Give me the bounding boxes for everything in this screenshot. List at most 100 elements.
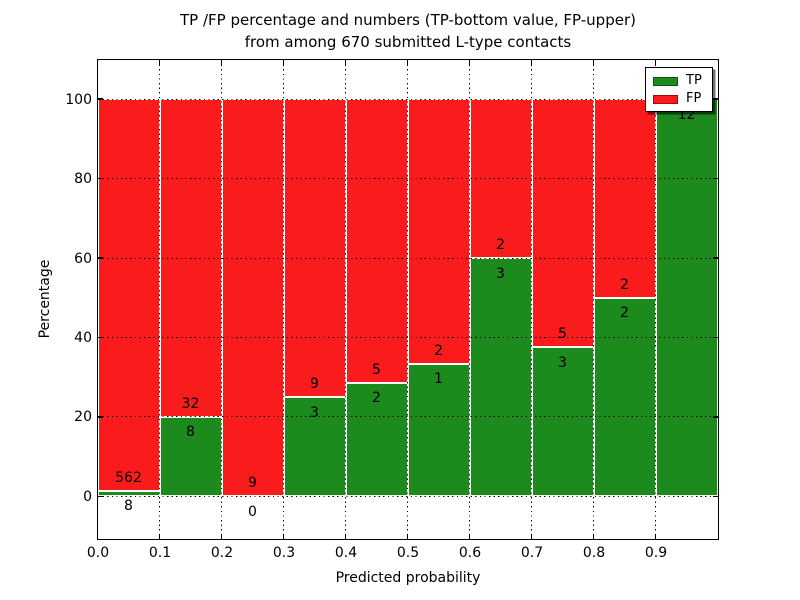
y-tick	[712, 257, 718, 259]
x-tick	[530, 59, 533, 65]
y-tick	[712, 336, 718, 339]
y-gridline	[97, 98, 718, 100]
y-gridline	[97, 178, 718, 180]
x-tick	[468, 59, 471, 65]
x-tick	[592, 533, 595, 539]
y-gridline	[97, 495, 718, 497]
y-tick	[97, 177, 103, 180]
x-tick	[654, 59, 657, 65]
bar-label-tp: 8	[186, 424, 195, 441]
x-tick	[406, 533, 409, 539]
bar-segment-fp	[531, 99, 594, 348]
x-tick	[530, 533, 533, 539]
x-gridline	[593, 59, 594, 539]
y-tick	[97, 98, 103, 100]
x-tick	[96, 533, 99, 539]
legend-row-fp: FP	[653, 90, 712, 108]
x-tick-label: 0.6	[458, 545, 482, 561]
x-tick	[220, 59, 223, 65]
x-tick	[344, 59, 347, 65]
bar-label-tp: 3	[496, 265, 505, 282]
x-tick	[158, 59, 161, 65]
x-gridline	[159, 59, 160, 539]
x-gridline	[531, 59, 532, 539]
bar-segment-fp	[97, 99, 160, 491]
bar-label-tp: 3	[310, 404, 319, 421]
bar-segment-fp	[283, 99, 346, 398]
y-tick	[712, 98, 718, 100]
bar-segment-tp	[407, 364, 470, 497]
y-tick	[97, 416, 103, 418]
x-tick	[468, 533, 471, 539]
x-tick	[96, 59, 99, 65]
legend-row-tp: TP	[653, 72, 712, 90]
x-tick-label: 0.1	[148, 545, 172, 561]
x-gridline	[469, 59, 470, 539]
x-tick-label: 0.0	[86, 545, 110, 561]
bar-label-fp: 5	[372, 361, 381, 378]
chart-title: TP /FP percentage and numbers (TP-bottom…	[98, 9, 718, 53]
x-gridline	[655, 59, 656, 539]
x-tick-label: 0.4	[334, 545, 358, 561]
y-tick-label: 100	[65, 91, 92, 108]
bar-label-tp: 2	[372, 390, 381, 407]
bar-label-fp: 9	[248, 475, 257, 492]
x-tick	[158, 533, 161, 539]
x-gridline	[407, 59, 408, 539]
x-tick	[220, 533, 223, 539]
y-tick-label: 80	[74, 171, 92, 188]
y-tick	[712, 416, 718, 418]
bar-segment-fp	[345, 99, 408, 383]
x-gridline	[283, 59, 284, 539]
bar-segment-tp	[593, 297, 656, 497]
x-tick	[344, 533, 347, 539]
y-tick	[712, 177, 718, 180]
chart-title-line2: from among 670 submitted L-type contacts	[244, 33, 572, 51]
bar-label-fp: 2	[620, 276, 629, 293]
x-tick	[282, 533, 285, 539]
tp-swatch-icon	[653, 76, 678, 86]
y-gridline	[97, 257, 718, 259]
bar-segment-fp	[407, 99, 470, 364]
bar-label-fp: 2	[434, 342, 443, 359]
legend-label-fp: FP	[686, 91, 702, 106]
x-tick-label: 0.9	[644, 545, 668, 561]
y-gridline	[97, 416, 718, 418]
y-tick	[97, 336, 103, 339]
bar-segment-tp	[469, 258, 532, 497]
x-tick-label: 0.2	[210, 545, 234, 561]
bar-label-fp: 32	[181, 395, 200, 412]
bar-label-fp: 9	[310, 375, 319, 392]
bar-label-tp: 8	[124, 498, 133, 515]
chart-title-line1: TP /FP percentage and numbers (TP-bottom…	[180, 11, 636, 29]
y-gridline	[97, 337, 718, 339]
y-tick-label: 0	[83, 488, 92, 505]
plot-area: 562832890935221235322012	[96, 58, 719, 540]
x-tick	[654, 533, 657, 539]
y-tick	[97, 495, 103, 498]
bar-label-tp: 1	[434, 371, 443, 388]
x-gridline	[345, 59, 346, 539]
bar-label-fp: 2	[496, 236, 505, 253]
bar-segment-tp	[531, 347, 594, 497]
bar-segment-fp	[593, 99, 656, 298]
y-tick-label: 60	[74, 250, 92, 267]
x-tick-label: 0.8	[582, 545, 606, 561]
x-tick-label: 0.3	[272, 545, 296, 561]
fp-swatch-icon	[653, 94, 678, 104]
x-tick-label: 0.5	[396, 545, 420, 561]
x-gridline	[221, 59, 222, 539]
y-tick	[97, 257, 103, 259]
y-tick-label: 20	[74, 409, 92, 426]
y-tick-label: 40	[74, 330, 92, 347]
x-tick	[592, 59, 595, 65]
x-tick-label: 0.7	[520, 545, 544, 561]
x-axis-title: Predicted probability	[335, 570, 481, 586]
bar-label-tp: 2	[620, 305, 629, 322]
bar-label-tp: 0	[248, 503, 257, 520]
x-tick	[282, 59, 285, 65]
bar-label-fp: 5	[558, 326, 567, 343]
bar-segment-fp	[221, 99, 284, 497]
legend: TP FP	[645, 67, 713, 112]
